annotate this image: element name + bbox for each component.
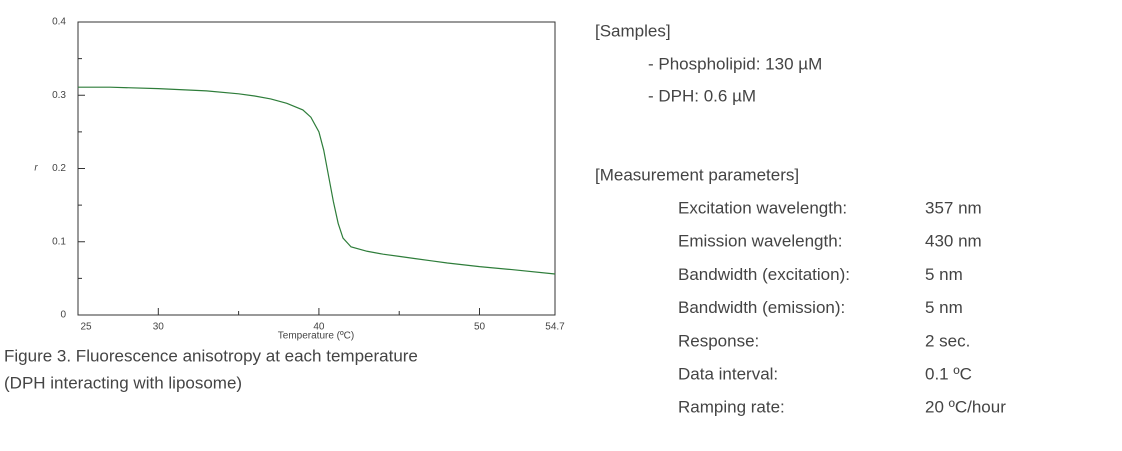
parameter-label: Response: bbox=[678, 331, 759, 350]
sample-item: - Phospholipid: 130 µM bbox=[648, 54, 822, 73]
caption-line: Figure 3. Fluorescence anisotropy at eac… bbox=[4, 346, 418, 365]
section-title: [Samples] bbox=[595, 21, 671, 40]
section-title: [Measurement parameters] bbox=[595, 165, 799, 184]
data-line bbox=[78, 86, 556, 275]
y-tick-label: 0.3 bbox=[52, 90, 66, 101]
parameter-label: Data interval: bbox=[678, 364, 778, 383]
y-tick-label: 0 bbox=[60, 310, 66, 321]
x-tick-label: 50 bbox=[474, 322, 486, 333]
x-tick-label: 40 bbox=[313, 322, 325, 333]
y-axis-label: r bbox=[34, 163, 38, 174]
parameter-label: Excitation wavelength: bbox=[678, 198, 847, 217]
x-tick-label: 25 bbox=[80, 322, 92, 333]
sample-item: - DPH: 0.6 µM bbox=[648, 86, 756, 105]
x-tick-label: 54.7 bbox=[545, 322, 565, 333]
parameter-value: 20 ºC/hour bbox=[925, 398, 1006, 417]
parameter-label: Bandwidth (excitation): bbox=[678, 265, 850, 284]
parameter-value: 5 nm bbox=[925, 298, 963, 317]
x-axis-label: Temperature (ºC) bbox=[278, 331, 354, 342]
parameter-value: 2 sec. bbox=[925, 331, 970, 350]
parameter-label: Ramping rate: bbox=[678, 398, 785, 417]
parameter-value: 357 nm bbox=[925, 198, 982, 217]
parameter-label: Bandwidth (emission): bbox=[678, 298, 845, 317]
parameter-label: Emission wavelength: bbox=[678, 232, 842, 251]
y-tick-label: 0.1 bbox=[52, 236, 66, 247]
caption-line: (DPH interacting with liposome) bbox=[4, 373, 242, 392]
parameter-value: 5 nm bbox=[925, 265, 963, 284]
plot-frame bbox=[77, 21, 556, 316]
parameter-value: 0.1 ºC bbox=[925, 364, 972, 383]
y-tick-label: 0.2 bbox=[52, 163, 66, 174]
y-tick-label: 0.4 bbox=[52, 17, 66, 28]
parameter-value: 430 nm bbox=[925, 232, 982, 251]
x-tick-label: 30 bbox=[153, 322, 165, 333]
